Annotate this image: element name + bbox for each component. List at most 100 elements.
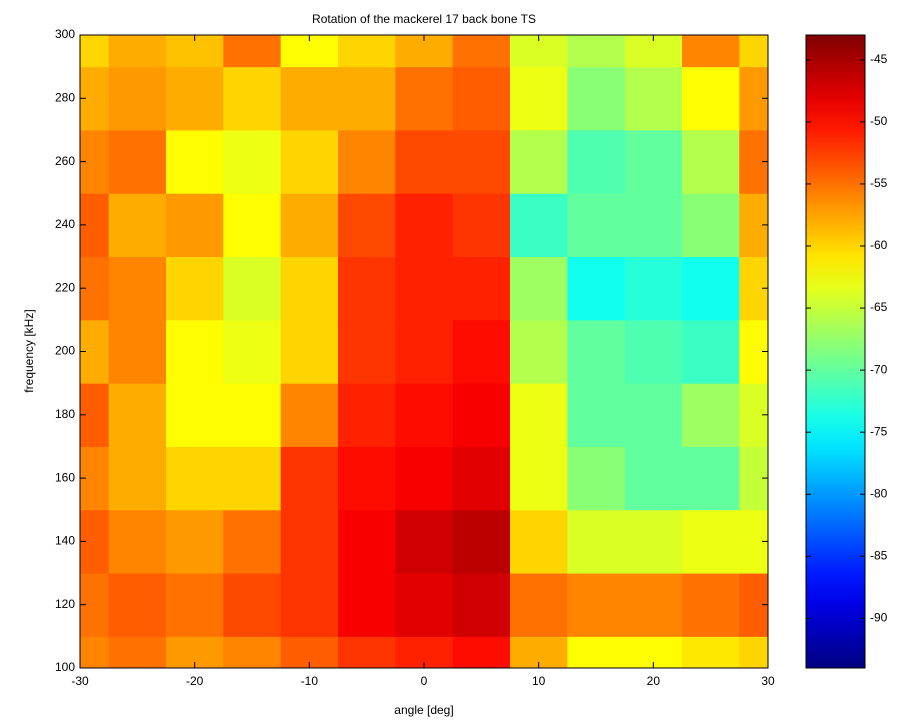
heatmap-cell — [624, 509, 683, 574]
heatmap-cell — [567, 193, 626, 258]
heatmap-cell — [395, 509, 454, 574]
heatmap-cell — [280, 509, 339, 574]
heatmap-cell — [452, 573, 511, 637]
heatmap-cell — [567, 66, 626, 131]
heatmap-cell — [223, 66, 282, 131]
heatmap-cell — [166, 446, 224, 511]
heatmap-cell — [223, 573, 282, 637]
heatmap-cell — [108, 446, 167, 511]
heatmap-cell — [166, 66, 224, 131]
colorbar-tick-label: -65 — [870, 300, 888, 314]
heatmap-cell — [338, 573, 396, 637]
heatmap-cell — [280, 383, 339, 447]
heatmap-cell — [739, 636, 768, 668]
heatmap-cell — [624, 446, 683, 511]
heatmap-cell — [338, 193, 396, 258]
heatmap-cell — [395, 256, 454, 321]
heatmap-cell — [338, 636, 396, 668]
y-tick-label: 280 — [55, 90, 75, 104]
heatmap-cell — [280, 319, 339, 384]
heatmap-cell — [280, 256, 339, 321]
heatmap-cell — [166, 256, 224, 321]
heatmap-cell — [682, 636, 740, 668]
heatmap — [80, 35, 768, 668]
heatmap-cell — [682, 129, 740, 194]
heatmap-cell — [567, 256, 626, 321]
x-tick-label: 20 — [647, 674, 661, 688]
heatmap-cell — [338, 129, 396, 194]
heatmap-cell — [452, 383, 511, 447]
heatmap-cell — [624, 129, 683, 194]
heatmap-cell — [510, 319, 568, 384]
heatmap-cell — [223, 383, 282, 447]
x-tick-label: 30 — [761, 674, 775, 688]
heatmap-cell — [223, 193, 282, 258]
heatmap-cell — [510, 193, 568, 258]
y-tick-label: 300 — [55, 27, 75, 41]
heatmap-cell — [624, 193, 683, 258]
colorbar-tick-label: -70 — [870, 362, 888, 376]
heatmap-cell — [567, 509, 626, 574]
y-tick-label: 160 — [55, 470, 75, 484]
heatmap-cell — [452, 446, 511, 511]
x-tick-label: -30 — [71, 674, 89, 688]
y-tick-label: 100 — [55, 660, 75, 674]
heatmap-cell — [166, 509, 224, 574]
heatmap-cell — [567, 129, 626, 194]
colorbar-tick-label: -90 — [870, 611, 888, 625]
heatmap-cell — [452, 66, 511, 131]
heatmap-cell — [166, 383, 224, 447]
colorbar-tick-label: -80 — [870, 486, 888, 500]
heatmap-cell — [624, 319, 683, 384]
colorbar-tick-label: -85 — [870, 548, 888, 562]
x-tick-label: -10 — [301, 674, 319, 688]
heatmap-cell — [510, 573, 568, 637]
heatmap-cell — [223, 509, 282, 574]
heatmap-cell — [624, 256, 683, 321]
heatmap-cell — [624, 66, 683, 131]
y-tick-label: 140 — [55, 534, 75, 548]
x-tick-label: 0 — [421, 674, 428, 688]
heatmap-cell — [338, 383, 396, 447]
heatmap-cell — [338, 35, 396, 68]
y-axis-label: frequency [kHz] — [22, 309, 36, 392]
heatmap-cell — [338, 509, 396, 574]
heatmap-cell — [108, 129, 167, 194]
colorbar-tick-label: -60 — [870, 238, 888, 252]
heatmap-cell — [80, 636, 110, 668]
heatmap-cell — [567, 35, 626, 68]
colorbar-tick-label: -45 — [870, 52, 888, 66]
heatmap-cell — [280, 129, 339, 194]
heatmap-cell — [80, 35, 110, 68]
heatmap-cell — [108, 573, 167, 637]
heatmap-cell — [108, 383, 167, 447]
heatmap-cell — [338, 256, 396, 321]
x-axis-label: angle [deg] — [394, 703, 453, 717]
heatmap-cell — [682, 383, 740, 447]
heatmap-cell — [108, 319, 167, 384]
heatmap-cell — [223, 636, 282, 668]
heatmap-cell — [682, 509, 740, 574]
heatmap-cell — [108, 193, 167, 258]
heatmap-cell — [395, 193, 454, 258]
colorbar-tick-label: -55 — [870, 176, 888, 190]
heatmap-cell — [108, 636, 167, 668]
heatmap-cell — [108, 66, 167, 131]
heatmap-cell — [682, 193, 740, 258]
heatmap-cell — [223, 446, 282, 511]
heatmap-cell — [452, 129, 511, 194]
heatmap-cell — [510, 509, 568, 574]
heatmap-cell — [338, 319, 396, 384]
heatmap-cell — [510, 256, 568, 321]
heatmap-cell — [624, 383, 683, 447]
heatmap-cell — [166, 129, 224, 194]
heatmap-cell — [280, 193, 339, 258]
heatmap-cell — [682, 66, 740, 131]
colorbar — [805, 34, 866, 669]
heatmap-cell — [452, 35, 511, 68]
heatmap-cell — [108, 509, 167, 574]
heatmap-cell — [510, 66, 568, 131]
heatmap-cell — [567, 319, 626, 384]
heatmap-cell — [567, 446, 626, 511]
